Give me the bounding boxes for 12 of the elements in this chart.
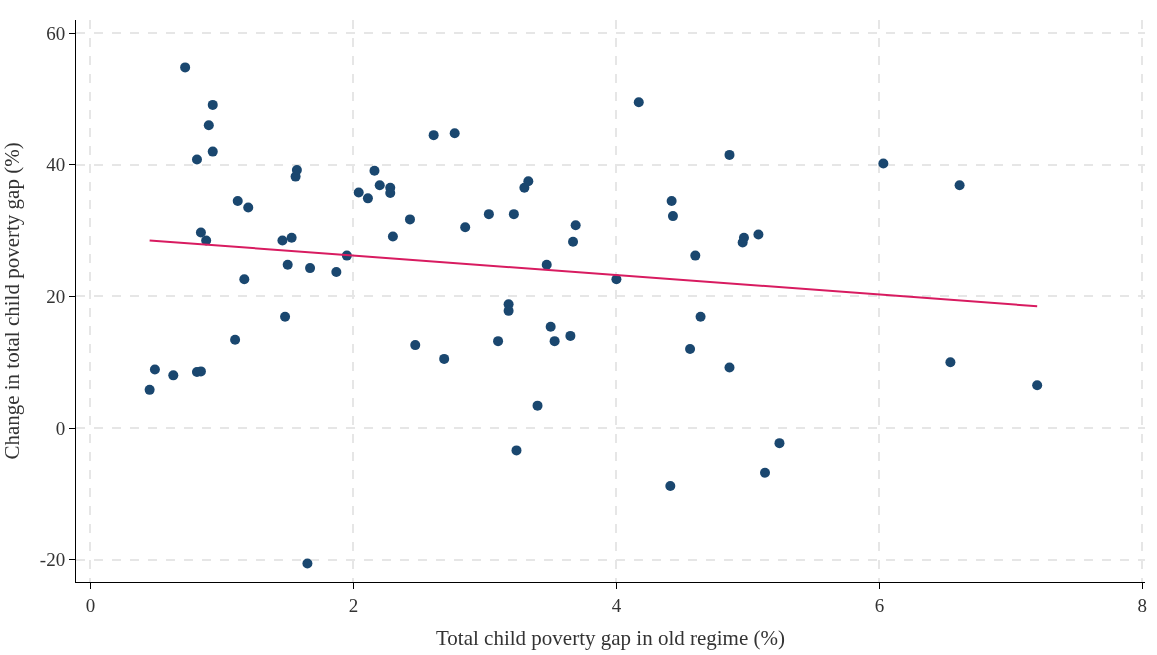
y-tick-label: 40 (46, 154, 66, 176)
y-tick-label: 0 (55, 417, 66, 439)
x-tick-label: 4 (611, 594, 622, 616)
x-tick-label: 2 (348, 594, 359, 616)
x-tick-label: 6 (874, 594, 885, 616)
x-axis-title: Total child poverty gap in old regime (%) (435, 626, 786, 650)
y-tick-label: -20 (39, 549, 66, 571)
y-axis-title: Change in total child poverty gap (%) (0, 142, 24, 460)
y-tick-label: 20 (46, 286, 66, 308)
y-tick-label: 60 (46, 22, 66, 44)
x-tick-label: 8 (1137, 594, 1148, 616)
x-tick-label: 0 (85, 594, 96, 616)
